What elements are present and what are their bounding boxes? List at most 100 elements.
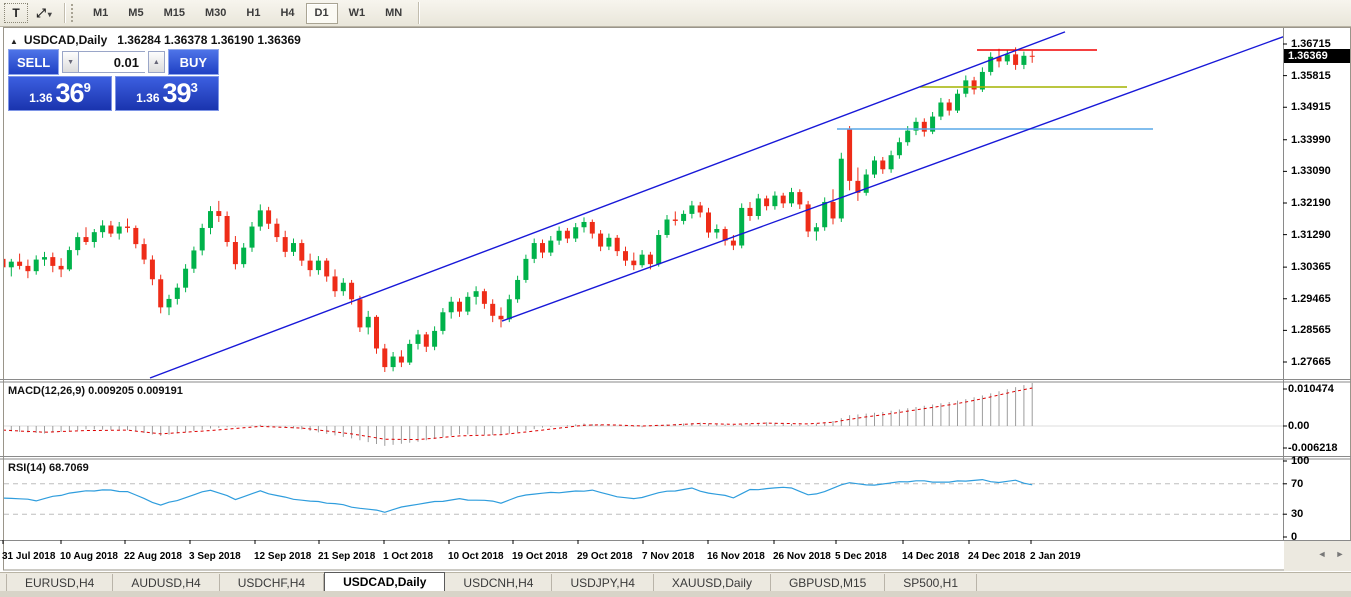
candle-body: [789, 192, 794, 204]
candle-body: [224, 216, 230, 243]
trendline-channel-lower[interactable]: [501, 36, 1285, 322]
date-axis-label: 3 Sep 2018: [189, 551, 241, 562]
candle-body: [556, 230, 562, 241]
candle-body: [955, 93, 960, 111]
scrollbar-corner: ◄ ►: [1284, 541, 1351, 571]
date-axis-label: 26 Nov 2018: [773, 551, 831, 562]
candle-body: [415, 334, 421, 344]
text-tool-button[interactable]: T: [4, 3, 28, 23]
price-axis-label: 1.32190: [1291, 197, 1331, 209]
date-axis-label: 22 Aug 2018: [124, 551, 182, 562]
scroll-left-button[interactable]: ◄: [1314, 547, 1330, 561]
sell-button[interactable]: SELL: [8, 49, 60, 75]
candle-body: [515, 279, 521, 300]
timeframe-button-H1[interactable]: H1: [237, 3, 269, 24]
chart-title: ▲ USDCAD,Daily 1.36284 1.36378 1.36190 1.3…: [10, 33, 301, 47]
candle-body: [1029, 55, 1035, 57]
window-bottom-strip: [0, 591, 1351, 597]
candle-body: [930, 116, 936, 132]
candle-body: [714, 229, 720, 233]
candle-body: [506, 299, 512, 320]
chart-tab-USDCAD-Daily[interactable]: USDCAD,Daily: [324, 572, 446, 591]
timeframe-button-M15[interactable]: M15: [155, 3, 194, 24]
scroll-right-button[interactable]: ►: [1332, 547, 1348, 561]
candle-body: [133, 227, 139, 245]
candle-body: [299, 243, 305, 261]
chart-tab-USDCNH-H4[interactable]: USDCNH,H4: [445, 574, 553, 591]
candle-body: [830, 201, 836, 219]
candle-body: [847, 128, 853, 181]
candle-body: [282, 237, 288, 252]
candle-body: [108, 225, 114, 234]
chart-tab-XAUUSD-Daily[interactable]: XAUUSD,Daily: [654, 574, 771, 591]
sell-price-display[interactable]: 1.36 36 9: [8, 76, 112, 111]
date-axis-label: 14 Dec 2018: [902, 551, 960, 562]
candle-body: [457, 301, 462, 312]
candle-body: [822, 201, 828, 228]
candle-body: [423, 334, 429, 347]
price-axis-label: 1.36715: [1291, 38, 1331, 50]
volume-input[interactable]: [79, 51, 145, 73]
chart-tab-USDJPY-H4[interactable]: USDJPY,H4: [552, 574, 654, 591]
volume-increase-button[interactable]: ▲: [148, 51, 165, 73]
candle-body: [315, 260, 321, 271]
chart-tab-AUDUSD-H4[interactable]: AUDUSD,H4: [113, 574, 220, 591]
candle-body: [249, 226, 255, 248]
candle-body: [158, 279, 164, 308]
timeframe-button-M1[interactable]: M1: [84, 3, 117, 24]
candle-body: [548, 240, 554, 253]
sell-price-handle: 1.36: [29, 90, 53, 105]
rsi-axis-label: 0: [1291, 531, 1298, 543]
volume-decrease-button[interactable]: ▼: [62, 51, 79, 73]
candle-body: [813, 227, 819, 232]
candle-body: [888, 155, 894, 170]
candle-body: [872, 160, 877, 175]
candle-body: [149, 259, 155, 280]
candle-body: [540, 243, 545, 253]
collapse-toggle-icon[interactable]: ▲: [10, 37, 18, 46]
chart-tab-SP500-H1[interactable]: SP500,H1: [885, 574, 977, 591]
timeframe-button-M5[interactable]: M5: [119, 3, 152, 24]
candle-body: [598, 233, 604, 247]
dropdown-caret-icon: ▾: [47, 9, 52, 19]
arrange-tool-button[interactable]: ⤢ ▾: [32, 3, 56, 23]
timeframe-button-H4[interactable]: H4: [271, 3, 303, 24]
candle-body: [398, 356, 404, 363]
candle-body: [490, 303, 496, 316]
chart-tab-EURUSD-H4[interactable]: EURUSD,H4: [6, 574, 114, 591]
candle-body: [17, 261, 23, 266]
trendline-channel-upper[interactable]: [149, 31, 1066, 379]
price-axis-label: 1.29465: [1291, 292, 1331, 305]
candle-body: [274, 223, 280, 238]
candle-body: [672, 219, 678, 221]
candle-body: [689, 205, 695, 214]
buy-button[interactable]: BUY: [167, 49, 219, 75]
price-axis-label: 1.33990: [1291, 133, 1331, 146]
chart-tab-USDCHF-H4[interactable]: USDCHF,H4: [220, 574, 325, 591]
candle-body: [1013, 54, 1019, 65]
candle-body: [623, 251, 628, 261]
sell-price-big-digits: 36: [55, 78, 85, 108]
chart-canvas[interactable]: [0, 27, 1351, 572]
candle-body: [232, 242, 238, 265]
chart-window: ▲ USDCAD,Daily 1.36284 1.36378 1.36190 1.3…: [0, 27, 1351, 572]
candle-body: [465, 296, 471, 312]
rsi-panel: [4, 478, 1283, 515]
chart-tab-GBPUSD-M15[interactable]: GBPUSD,M15: [771, 574, 886, 591]
buy-price-display[interactable]: 1.36 39 3: [115, 76, 219, 111]
timeframe-button-W1[interactable]: W1: [340, 3, 375, 24]
main-price-panel: [4, 31, 1285, 379]
spin-down-icon: ▼: [67, 58, 75, 66]
rsi-axis-label: 30: [1291, 508, 1304, 521]
date-axis-label: 19 Oct 2018: [512, 551, 568, 562]
buy-price-pip-digit: 3: [190, 80, 198, 95]
toolbar-grip[interactable]: [71, 4, 75, 22]
candle-body: [564, 230, 570, 239]
candle-body: [988, 56, 994, 72]
candle-body: [913, 121, 919, 131]
candle-body: [191, 250, 197, 269]
timeframe-button-M30[interactable]: M30: [196, 3, 235, 24]
timeframe-button-D1[interactable]: D1: [305, 2, 338, 24]
timeframe-button-MN[interactable]: MN: [376, 3, 411, 24]
